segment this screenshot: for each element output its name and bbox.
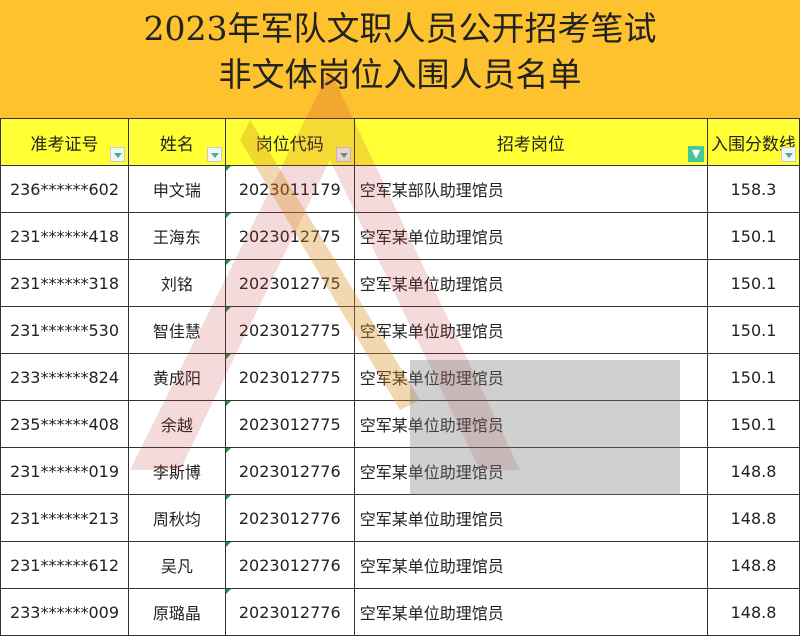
table-cell[interactable]: 空军某部队助理馆员 <box>353 165 709 213</box>
title-line-1: 2023年军队文职人员公开招考笔试 <box>143 9 657 48</box>
table-cell[interactable]: 吴凡 <box>127 541 226 589</box>
table-cell[interactable]: 空军某单位助理馆员 <box>353 494 709 542</box>
table-cell[interactable]: 150.1 <box>707 259 800 307</box>
table-cell[interactable]: 2023012776 <box>224 541 355 589</box>
table-cell[interactable]: 周秋均 <box>127 494 226 542</box>
title-line-2: 非文体岗位入围人员名单 <box>218 55 582 94</box>
table-cell[interactable]: 空军某单位助理馆员 <box>353 447 709 495</box>
table-cell[interactable]: 王海东 <box>127 212 226 260</box>
table-cell[interactable]: 231******612 <box>0 541 129 589</box>
sheet-title: 2023年军队文职人员公开招考笔试 非文体岗位入围人员名单 <box>0 0 800 118</box>
column-header-label: 岗位代码 <box>255 134 324 155</box>
table-cell[interactable]: 150.1 <box>707 353 800 401</box>
filter-dropdown-icon[interactable] <box>781 147 796 162</box>
table-cell[interactable]: 2023012775 <box>224 306 355 354</box>
table-cell[interactable]: 233******009 <box>0 588 129 636</box>
table-cell[interactable]: 148.8 <box>707 494 800 542</box>
column-header-3: 招考岗位 ▼ <box>353 118 709 166</box>
table-cell[interactable]: 李斯博 <box>127 447 226 495</box>
column-header-label: 姓名 <box>159 134 194 155</box>
column-header-2: 岗位代码 <box>224 118 355 166</box>
table-row: 231******019 李斯博 2023012776 空军某单位助理馆员 148.8 <box>0 447 800 495</box>
table-cell[interactable]: 2023012775 <box>224 212 355 260</box>
table-row: 231******612 吴凡 2023012776 空军某单位助理馆员 148.8 <box>0 541 800 589</box>
table-cell[interactable]: 150.1 <box>707 212 800 260</box>
table-cell[interactable]: 2023012776 <box>224 447 355 495</box>
table-cell[interactable]: 空军某单位助理馆员 <box>353 212 709 260</box>
filter-dropdown-icon[interactable] <box>109 147 125 162</box>
filter-dropdown-icon[interactable] <box>206 147 222 162</box>
candidate-table: 准考证号 姓名 岗位代码 招考岗位 ▼ 入围分数线 236******602 申文瑞 2023… <box>0 118 800 636</box>
table-cell[interactable]: 智佳慧 <box>127 306 226 354</box>
table-cell[interactable]: 233******824 <box>0 353 129 401</box>
column-header-1: 姓名 <box>127 118 226 166</box>
table-cell[interactable]: 231******318 <box>0 259 129 307</box>
column-header-label: 入围分数线 <box>711 134 797 155</box>
table-cell[interactable]: 148.8 <box>707 541 800 589</box>
table-row: 236******602 申文瑞 2023011179 空军某部队助理馆员 158.3 <box>0 165 800 213</box>
table-row: 231******318 刘铭 2023012775 空军某单位助理馆员 150.1 <box>0 259 800 307</box>
table-cell[interactable]: 2023012776 <box>224 494 355 542</box>
column-header-0: 准考证号 <box>0 118 129 166</box>
table-cell[interactable]: 2023012776 <box>224 588 355 636</box>
table-cell[interactable]: 申文瑞 <box>127 165 226 213</box>
table-row: 235******408 余越 2023012775 空军某单位助理馆员 150.1 <box>0 400 800 448</box>
table-row: 233******009 原璐晶 2023012776 空军某单位助理馆员 148.8 <box>0 588 800 636</box>
table-cell[interactable]: 2023012775 <box>224 259 355 307</box>
table-cell[interactable]: 刘铭 <box>127 259 226 307</box>
table-cell[interactable]: 158.3 <box>707 165 800 213</box>
table-cell[interactable]: 空军某单位助理馆员 <box>353 400 709 448</box>
table-cell[interactable]: 150.1 <box>707 306 800 354</box>
table-cell[interactable]: 黄成阳 <box>127 353 226 401</box>
table-cell[interactable]: 231******418 <box>0 212 129 260</box>
column-header-label: 准考证号 <box>30 134 99 155</box>
filter-dropdown-icon[interactable] <box>335 147 351 162</box>
table-cell[interactable]: 空军某单位助理馆员 <box>353 259 709 307</box>
table-row: 231******530 智佳慧 2023012775 空军某单位助理馆员 150.1 <box>0 306 800 354</box>
column-header-4: 入围分数线 <box>707 118 800 166</box>
table-cell[interactable]: 余越 <box>127 400 226 448</box>
table-cell[interactable]: 2023011179 <box>224 165 355 213</box>
table-cell[interactable]: 原璐晶 <box>127 588 226 636</box>
table-cell[interactable]: 2023012775 <box>224 353 355 401</box>
table-row: 233******824 黄成阳 2023012775 空军某单位助理馆员 150.1 <box>0 353 800 401</box>
table-cell[interactable]: 150.1 <box>707 400 800 448</box>
table-row: 231******213 周秋均 2023012776 空军某单位助理馆员 148.8 <box>0 494 800 542</box>
table-cell[interactable]: 空军某单位助理馆员 <box>353 306 709 354</box>
table-cell[interactable]: 231******019 <box>0 447 129 495</box>
table-cell[interactable]: 空军某单位助理馆员 <box>353 541 709 589</box>
table-cell[interactable]: 空军某单位助理馆员 <box>353 353 709 401</box>
table-cell[interactable]: 231******213 <box>0 494 129 542</box>
table-cell[interactable]: 235******408 <box>0 400 129 448</box>
table-cell[interactable]: 148.8 <box>707 447 800 495</box>
table-cell[interactable]: 148.8 <box>707 588 800 636</box>
table-cell[interactable]: 236******602 <box>0 165 129 213</box>
table-cell[interactable]: 空军某单位助理馆员 <box>353 588 709 636</box>
filter-active-icon[interactable]: ▼ <box>688 146 705 162</box>
column-header-label: 招考岗位 <box>496 134 565 155</box>
table-cell[interactable]: 2023012775 <box>224 400 355 448</box>
table-cell[interactable]: 231******530 <box>0 306 129 354</box>
table-row: 231******418 王海东 2023012775 空军某单位助理馆员 150.1 <box>0 212 800 260</box>
